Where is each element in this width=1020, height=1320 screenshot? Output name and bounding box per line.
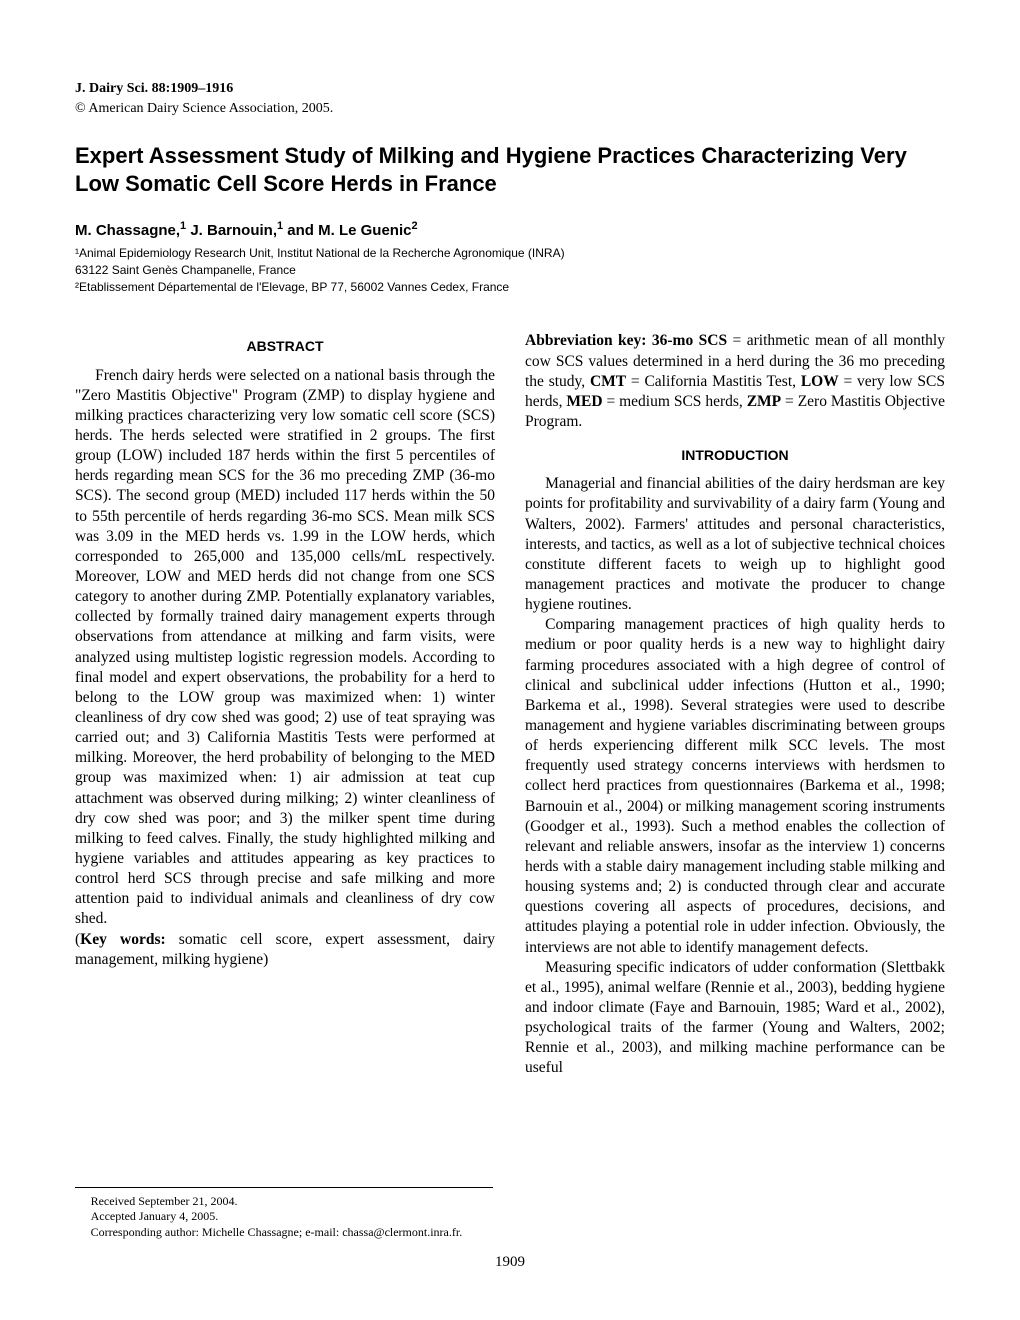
- intro-paragraph-2: Comparing management practices of high q…: [525, 615, 945, 957]
- abbrev-label: Abbreviation key: 36-mo SCS: [525, 332, 727, 349]
- footnotes-block: Received September 21, 2004. Accepted Ja…: [75, 1187, 493, 1241]
- intro-paragraph-1: Managerial and financial abilities of th…: [525, 474, 945, 615]
- abstract-paragraph: French dairy herds were selected on a na…: [75, 366, 495, 930]
- abstract-heading: ABSTRACT: [75, 337, 495, 355]
- footnote-corresponding: Corresponding author: Michelle Chassagne…: [75, 1225, 493, 1241]
- abbreviation-key: Abbreviation key: 36-mo SCS = arithmetic…: [525, 331, 945, 432]
- footnote-accepted: Accepted January 4, 2005.: [75, 1209, 493, 1225]
- journal-header: J. Dairy Sci. 88:1909–1916 © American Da…: [75, 80, 945, 118]
- intro-paragraph-3: Measuring specific indicators of udder c…: [525, 958, 945, 1079]
- journal-citation: J. Dairy Sci. 88:1909–1916: [75, 80, 945, 98]
- affiliation-2: ²Etablissement Départemental de l'Elevag…: [75, 279, 945, 295]
- author-list: M. Chassagne,1 J. Barnouin,1 and M. Le G…: [75, 219, 945, 241]
- copyright-line: © American Dairy Science Association, 20…: [75, 100, 945, 118]
- page-number: 1909: [75, 1253, 945, 1273]
- page-footer: Received September 21, 2004. Accepted Ja…: [75, 1165, 945, 1272]
- left-column: ABSTRACT French dairy herds were selecte…: [75, 331, 495, 1078]
- introduction-heading: INTRODUCTION: [525, 446, 945, 464]
- affiliation-1: ¹Animal Epidemiology Research Unit, Inst…: [75, 245, 945, 261]
- footnote-received: Received September 21, 2004.: [75, 1194, 493, 1210]
- right-column: Abbreviation key: 36-mo SCS = arithmetic…: [525, 331, 945, 1078]
- two-column-body: ABSTRACT French dairy herds were selecte…: [75, 331, 945, 1078]
- affiliation-1-addr: 63122 Saint Genès Champanelle, France: [75, 262, 945, 278]
- article-title: Expert Assessment Study of Milking and H…: [75, 142, 945, 197]
- keywords-line: (Key words: somatic cell score, expert a…: [75, 930, 495, 970]
